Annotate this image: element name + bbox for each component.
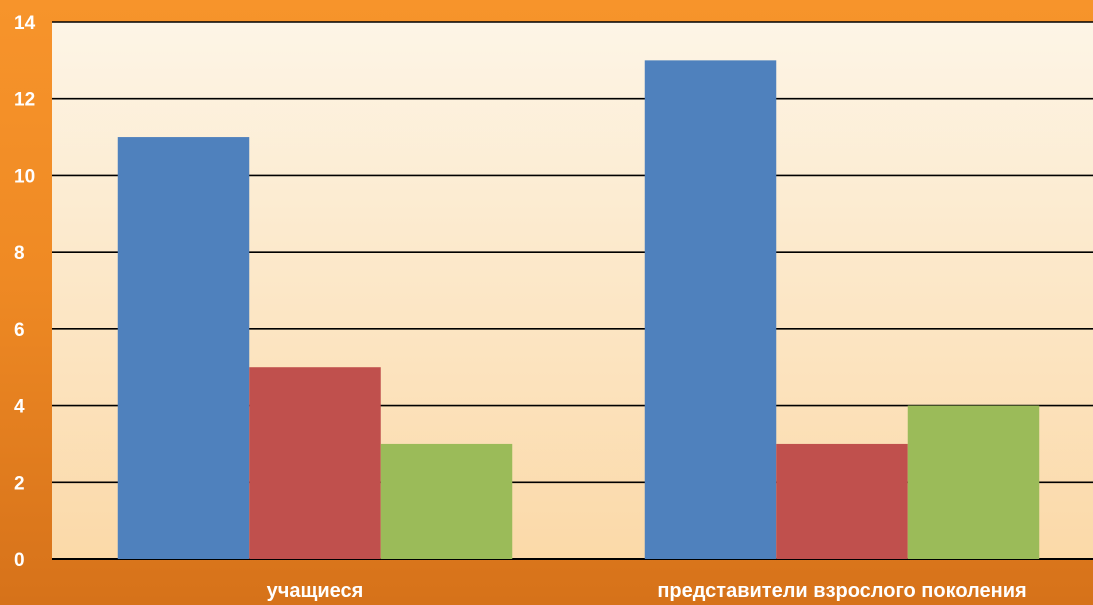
bars	[117, 60, 1040, 560]
bar-series-2-cat-1	[249, 367, 381, 559]
y-tick-label: 14	[14, 13, 36, 34]
y-tick-label: 2	[14, 473, 25, 494]
bar-series-1-cat-1	[117, 137, 250, 560]
y-axis-ticks: 0 2 4 6 8 10 12 14	[14, 13, 36, 571]
x-category-label: учащиеся	[267, 580, 364, 602]
x-category-label: представители взрослого поколения	[657, 580, 1026, 602]
x-axis-labels: учащиеся представители взрослого поколени…	[267, 580, 1027, 602]
y-tick-label: 8	[14, 243, 25, 264]
y-tick-label: 4	[14, 397, 25, 418]
y-tick-label: 0	[14, 550, 25, 571]
bar-series-1-cat-2	[644, 60, 777, 559]
bar-series-3-cat-1	[380, 443, 513, 559]
y-tick-label: 6	[14, 320, 25, 341]
bar-series-2-cat-2	[776, 443, 908, 559]
bar-series-3-cat-2	[907, 405, 1040, 559]
y-tick-label: 10	[14, 166, 35, 187]
y-tick-label: 12	[14, 90, 35, 111]
